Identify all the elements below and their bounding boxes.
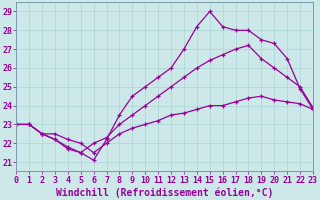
- X-axis label: Windchill (Refroidissement éolien,°C): Windchill (Refroidissement éolien,°C): [56, 187, 273, 198]
